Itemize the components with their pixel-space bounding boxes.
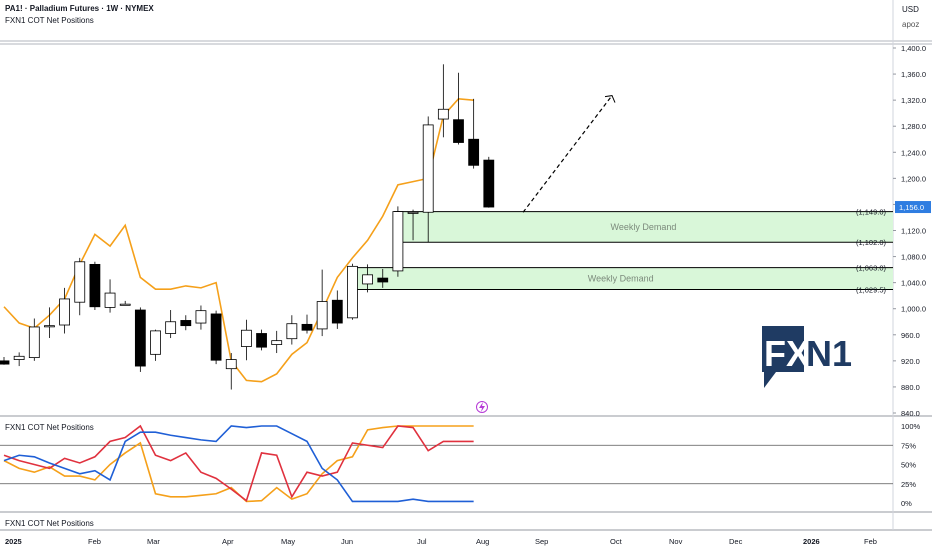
lightning-icon-bolt — [479, 402, 485, 412]
zone-bottom-price-label: (1,029.5) — [856, 285, 887, 294]
candle — [437, 108, 449, 120]
candle — [225, 359, 237, 370]
projection-arrowhead — [604, 95, 616, 103]
candle — [28, 326, 40, 358]
candle — [180, 320, 192, 327]
indicator-title: FXN1 COT Net Positions — [5, 16, 94, 25]
x-tick-label: Jul — [417, 537, 427, 546]
zone-top-price-label: (1,063.0) — [856, 264, 887, 273]
y-tick-label: 1,320.0 — [901, 96, 926, 105]
candle — [165, 321, 177, 334]
demand-zone — [348, 267, 893, 290]
currency-label: USD — [902, 5, 919, 14]
x-tick-label: Nov — [669, 537, 683, 546]
candle — [256, 333, 267, 348]
x-tick-label: 2025 — [5, 537, 22, 546]
orange-line — [3, 98, 474, 383]
demand-zone-label: Weekly Demand — [611, 222, 677, 232]
cot-tick-label: 0% — [901, 499, 912, 508]
candle — [407, 211, 419, 214]
y-tick-label: 1,240.0 — [901, 148, 926, 157]
x-tick-label: Jun — [341, 537, 353, 546]
candle — [59, 298, 70, 326]
y-tick-label: 840.0 — [901, 409, 920, 418]
candle — [240, 329, 252, 347]
svg-text:FX: FX — [764, 333, 810, 374]
cot-tick-label: 100% — [901, 422, 921, 431]
cot-line-blue — [3, 425, 474, 503]
last-price-tag — [895, 201, 931, 214]
cot-line-orange — [3, 425, 474, 503]
x-tick-label: 2026 — [803, 537, 820, 546]
candle — [347, 265, 358, 319]
candle — [286, 323, 298, 340]
candle — [331, 299, 343, 324]
x-tick-label: May — [281, 537, 295, 546]
x-tick-label: Feb — [864, 537, 877, 546]
candle — [422, 124, 434, 213]
candle — [453, 119, 464, 143]
zone-bottom-price-label: (1,102.0) — [856, 238, 887, 247]
candle — [392, 211, 404, 272]
zone-top-price-label: (1,149.0) — [856, 208, 887, 217]
y-tick-label: 1,400.0 — [901, 44, 926, 53]
last-price-label: 1,156.0 — [899, 203, 924, 212]
svg-text:N1: N1 — [806, 333, 852, 374]
x-tick-label: Dec — [729, 537, 743, 546]
candle — [271, 340, 283, 345]
candle — [44, 325, 55, 328]
y-tick-label: 920.0 — [901, 357, 920, 366]
y-tick-label: 1,000.0 — [901, 305, 926, 314]
y-tick-label: 1,360.0 — [901, 70, 926, 79]
candle — [104, 292, 116, 308]
symbol-title: PA1! · Palladium Futures · 1W · NYMEX — [5, 4, 154, 13]
cot-tick-label: 25% — [901, 480, 916, 489]
y-tick-label: 1,120.0 — [901, 227, 926, 236]
x-tick-label: Sep — [535, 537, 548, 546]
candle — [377, 277, 389, 283]
x-tick-label: Mar — [147, 537, 160, 546]
y-tick-label: 1,080.0 — [901, 253, 926, 262]
candle — [74, 261, 86, 303]
projection-arrow — [522, 95, 613, 213]
candle — [13, 355, 25, 360]
bottom-pane-title: FXN1 COT Net Positions — [5, 519, 94, 528]
candle — [134, 309, 146, 367]
author-label: apoz — [902, 20, 920, 29]
y-tick-label: 960.0 — [901, 331, 920, 340]
cot-line-red — [3, 424, 474, 503]
y-tick-label: 1,200.0 — [901, 174, 926, 183]
fxn1-logo: FX N1 — [760, 322, 868, 398]
cot-tick-label: 50% — [901, 461, 916, 470]
candle — [89, 263, 101, 308]
candle — [316, 301, 328, 330]
x-tick-label: Oct — [610, 537, 623, 546]
cot-pane-title: FXN1 COT Net Positions — [5, 423, 94, 432]
candle — [195, 310, 207, 324]
candle — [362, 274, 374, 285]
x-tick-label: Feb — [88, 537, 101, 546]
cot-tick-label: 75% — [901, 441, 916, 450]
candle — [210, 313, 222, 361]
candle — [483, 159, 495, 208]
candle — [0, 360, 10, 365]
x-tick-label: Apr — [222, 537, 234, 546]
demand-zone-label: Weekly Demand — [588, 274, 654, 284]
y-tick-label: 1,280.0 — [901, 122, 926, 131]
candle — [150, 330, 161, 355]
candle — [301, 323, 313, 331]
candle — [468, 138, 480, 166]
x-tick-label: Aug — [476, 537, 489, 546]
candle — [119, 303, 131, 306]
y-tick-label: 880.0 — [901, 383, 920, 392]
lightning-icon — [476, 401, 488, 413]
y-tick-label: 1,040.0 — [901, 279, 926, 288]
demand-zone — [393, 211, 893, 243]
